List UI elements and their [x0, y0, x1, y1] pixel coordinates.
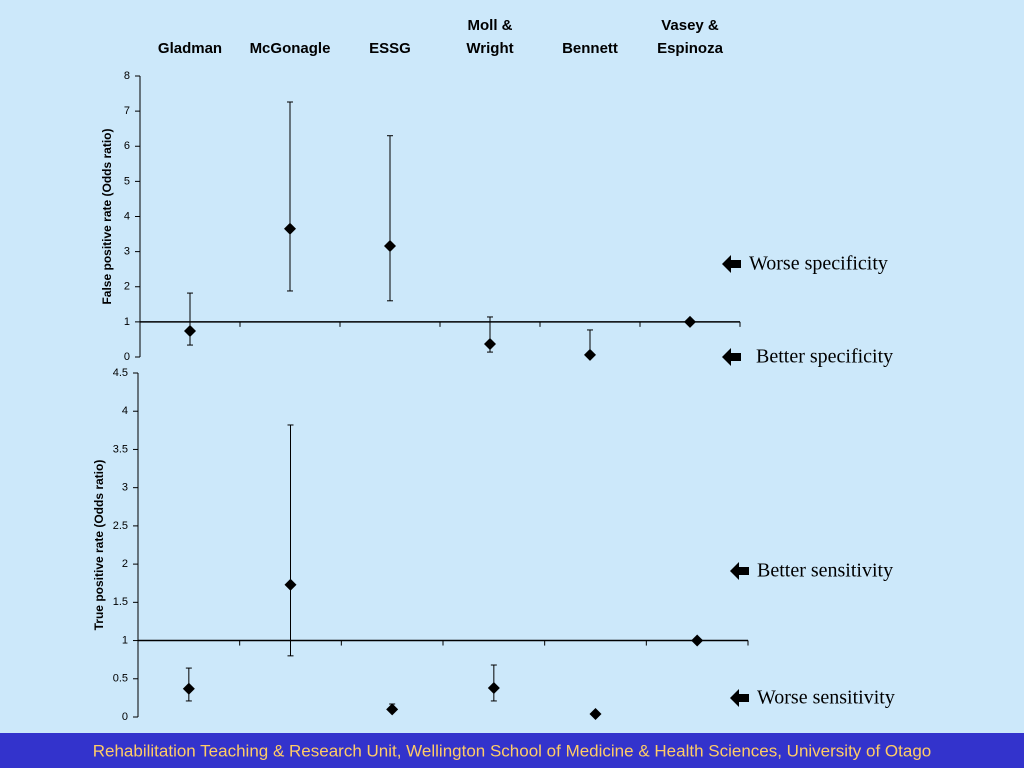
category-label: Vasey & Espinoza — [657, 17, 724, 57]
y-tick-label: 2.5 — [113, 520, 128, 532]
footer-bar — [0, 733, 1024, 768]
data-point — [284, 222, 296, 235]
y-axis-label: False positive rate (Odds ratio) — [100, 128, 114, 304]
y-tick-label: 7 — [124, 105, 130, 117]
data-point — [182, 682, 195, 695]
y-tick-label: 1.5 — [113, 596, 128, 608]
category-line: Bennett — [562, 40, 618, 57]
y-tick-label: 4 — [122, 405, 128, 417]
category-label: Gladman — [158, 40, 222, 57]
y-tick-label: 4 — [124, 210, 130, 222]
category-label: McGonagle — [250, 40, 331, 57]
arrow-icon — [730, 562, 749, 580]
y-tick-label: 3 — [124, 246, 130, 258]
annotation: Worse specificity — [749, 253, 888, 275]
category-line: Vasey & — [661, 17, 719, 34]
category-line: McGonagle — [250, 40, 331, 57]
y-tick-label: 0.5 — [113, 673, 128, 685]
category-line: Wright — [466, 40, 513, 57]
footer: Rehabilitation Teaching & Research Unit,… — [93, 741, 931, 760]
arrow-icon — [730, 689, 749, 707]
category-label: Moll & Wright — [466, 17, 513, 57]
category-line: ESSG — [369, 40, 411, 57]
data-point — [184, 325, 196, 338]
y-tick-label: 6 — [124, 140, 130, 152]
data-point — [386, 703, 399, 716]
category-line: Gladman — [158, 40, 222, 57]
y-tick-label: 8 — [124, 70, 130, 82]
y-tick-label: 2 — [122, 558, 128, 570]
data-point — [487, 681, 500, 694]
y-axis-label: True positive rate (Odds ratio) — [92, 460, 106, 631]
category-line: Espinoza — [657, 40, 724, 57]
data-point — [284, 578, 297, 591]
data-point — [484, 338, 496, 351]
y-tick-label: 0 — [122, 711, 128, 723]
y-tick-label: 3.5 — [113, 443, 128, 455]
data-point — [584, 348, 596, 361]
data-point — [589, 707, 602, 720]
arrow-icon — [722, 348, 741, 366]
y-tick-label: 3 — [122, 482, 128, 494]
y-tick-label: 0 — [124, 351, 130, 363]
category-line: Moll & — [468, 17, 513, 34]
y-tick-label: 1 — [122, 634, 128, 646]
annotation: Better specificity — [756, 346, 893, 368]
y-tick-label: 2 — [124, 281, 130, 293]
category-label: ESSG — [369, 40, 411, 57]
y-tick-label: 5 — [124, 175, 130, 187]
annotation: Better sensitivity — [757, 560, 893, 582]
data-point — [684, 315, 696, 328]
data-point — [691, 634, 704, 647]
y-tick-label: 1 — [124, 316, 130, 328]
data-point — [384, 240, 396, 253]
annotation: Worse sensitivity — [757, 687, 895, 709]
y-tick-label: 4.5 — [113, 367, 128, 379]
category-label: Bennett — [562, 40, 618, 57]
arrow-icon — [722, 255, 741, 273]
